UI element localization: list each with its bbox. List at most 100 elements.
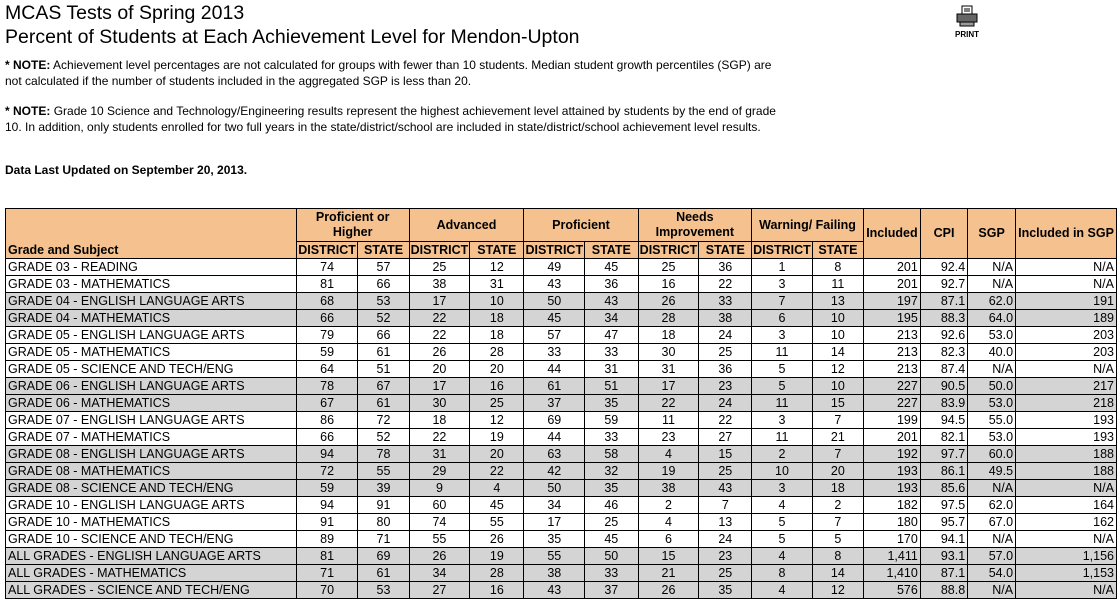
value-cell: 67.0 (967, 513, 1017, 531)
value-cell: 92.6 (919, 326, 969, 344)
value-cell: 43 (523, 581, 586, 599)
value-cell: 18 (811, 479, 864, 497)
value-cell: 25 (698, 564, 753, 582)
value-cell: 1,411 (862, 547, 921, 565)
value-cell: 18 (637, 326, 700, 344)
value-cell: 31 (637, 360, 700, 378)
value-cell: 20 (469, 445, 525, 463)
table-row: GRADE 07 - ENGLISH LANGUAGE ARTS 86 72 18 12… (5, 411, 1117, 429)
value-cell: 7 (811, 513, 864, 531)
value-cell: 35 (584, 394, 639, 412)
table-row: GRADE 03 - READING 74 57 25 12 49 45 25 36 1 8 201 9… (5, 258, 1117, 276)
value-cell: 12 (469, 411, 525, 429)
value-cell: 36 (698, 360, 753, 378)
value-cell: 193 (1015, 428, 1117, 446)
value-cell: 16 (637, 275, 700, 293)
value-cell: 7 (698, 496, 753, 514)
value-cell: 5 (751, 360, 813, 378)
value-cell: 52 (357, 309, 410, 327)
value-cell: 78 (295, 377, 359, 395)
value-cell: 227 (862, 377, 921, 395)
subtitle: Percent of Students at Each Achievement … (5, 26, 580, 48)
value-cell: 162 (1015, 513, 1117, 531)
table-row: ALL GRADES - SCIENCE AND TECH/ENG 70 53 27 1… (5, 581, 1117, 599)
subject-cell: GRADE 06 - MATHEMATICS (5, 394, 297, 412)
value-cell: 22 (637, 394, 700, 412)
value-cell: 79 (295, 326, 359, 344)
value-cell: 2 (751, 445, 813, 463)
table-row: GRADE 05 - ENGLISH LANGUAGE ARTS 79 66 22 18… (5, 326, 1117, 344)
value-cell: 50 (523, 292, 586, 310)
value-cell: 2 (637, 496, 700, 514)
value-cell: 35 (584, 479, 639, 497)
value-cell: 12 (811, 581, 864, 599)
value-cell: 55 (357, 462, 410, 480)
value-cell: 10 (469, 292, 525, 310)
value-cell: 217 (1015, 377, 1117, 395)
group-header: Proficient or Higher (295, 208, 410, 242)
value-cell: 33 (584, 564, 639, 582)
value-cell: 201 (862, 428, 921, 446)
value-cell: 78 (357, 445, 410, 463)
value-cell: 64 (295, 360, 359, 378)
value-cell: 88.3 (919, 309, 969, 327)
group-header: Warning/ Failing (751, 208, 864, 242)
value-cell: 5 (751, 513, 813, 531)
value-cell: 97.7 (919, 445, 969, 463)
value-cell: 57 (357, 258, 410, 276)
value-cell: 4 (637, 445, 700, 463)
value-cell: 18 (469, 326, 525, 344)
value-cell: 4 (751, 581, 813, 599)
sub-header: DISTRICT (408, 241, 471, 259)
value-cell: 44 (523, 428, 586, 446)
value-cell: 7 (811, 445, 864, 463)
value-cell: 6 (637, 530, 700, 548)
value-cell: 55 (408, 530, 471, 548)
value-cell: 12 (469, 258, 525, 276)
sub-header: DISTRICT (637, 241, 700, 259)
value-cell: 53.0 (967, 326, 1017, 344)
value-cell: 8 (811, 258, 864, 276)
value-cell: 10 (811, 309, 864, 327)
value-cell: 57.0 (967, 547, 1017, 565)
value-cell: 21 (637, 564, 700, 582)
value-cell: 91 (357, 496, 410, 514)
value-cell: 61 (523, 377, 586, 395)
table-row: GRADE 10 - ENGLISH LANGUAGE ARTS 94 91 60 45… (5, 496, 1117, 514)
value-cell: 22 (408, 428, 471, 446)
value-cell: 164 (1015, 496, 1117, 514)
value-cell: 4 (751, 496, 813, 514)
value-cell: 22 (469, 462, 525, 480)
value-cell: 35 (523, 530, 586, 548)
table-row: GRADE 10 - MATHEMATICS 91 80 74 55 17 25 4 13 5 7 1… (5, 513, 1117, 531)
value-cell: 50 (584, 547, 639, 565)
value-cell: 45 (584, 258, 639, 276)
value-cell: 35 (698, 581, 753, 599)
value-cell: 227 (862, 394, 921, 412)
value-cell: 19 (637, 462, 700, 480)
value-cell: 22 (698, 275, 753, 293)
value-cell: 30 (637, 343, 700, 361)
sub-header: STATE (469, 241, 525, 259)
value-cell: 46 (584, 496, 639, 514)
value-cell: 74 (295, 258, 359, 276)
value-cell: N/A (967, 275, 1017, 293)
value-cell: 31 (469, 275, 525, 293)
table-row: GRADE 05 - SCIENCE AND TECH/ENG 64 51 20 20 4… (5, 360, 1117, 378)
value-cell: 37 (584, 581, 639, 599)
value-cell: 38 (698, 309, 753, 327)
value-cell: 1 (751, 258, 813, 276)
value-cell: 4 (469, 479, 525, 497)
subject-cell: GRADE 10 - MATHEMATICS (5, 513, 297, 531)
value-cell: 26 (637, 581, 700, 599)
print-label: PRINT (955, 30, 979, 39)
table-row: GRADE 06 - ENGLISH LANGUAGE ARTS 78 67 17 16… (5, 377, 1117, 395)
value-cell: 32 (584, 462, 639, 480)
value-cell: 39 (357, 479, 410, 497)
subject-cell: GRADE 04 - MATHEMATICS (5, 309, 297, 327)
value-cell: 23 (698, 547, 753, 565)
value-cell: 61 (357, 394, 410, 412)
print-button[interactable]: PRINT (950, 4, 984, 39)
value-cell: 203 (1015, 326, 1117, 344)
value-cell: 14 (811, 564, 864, 582)
